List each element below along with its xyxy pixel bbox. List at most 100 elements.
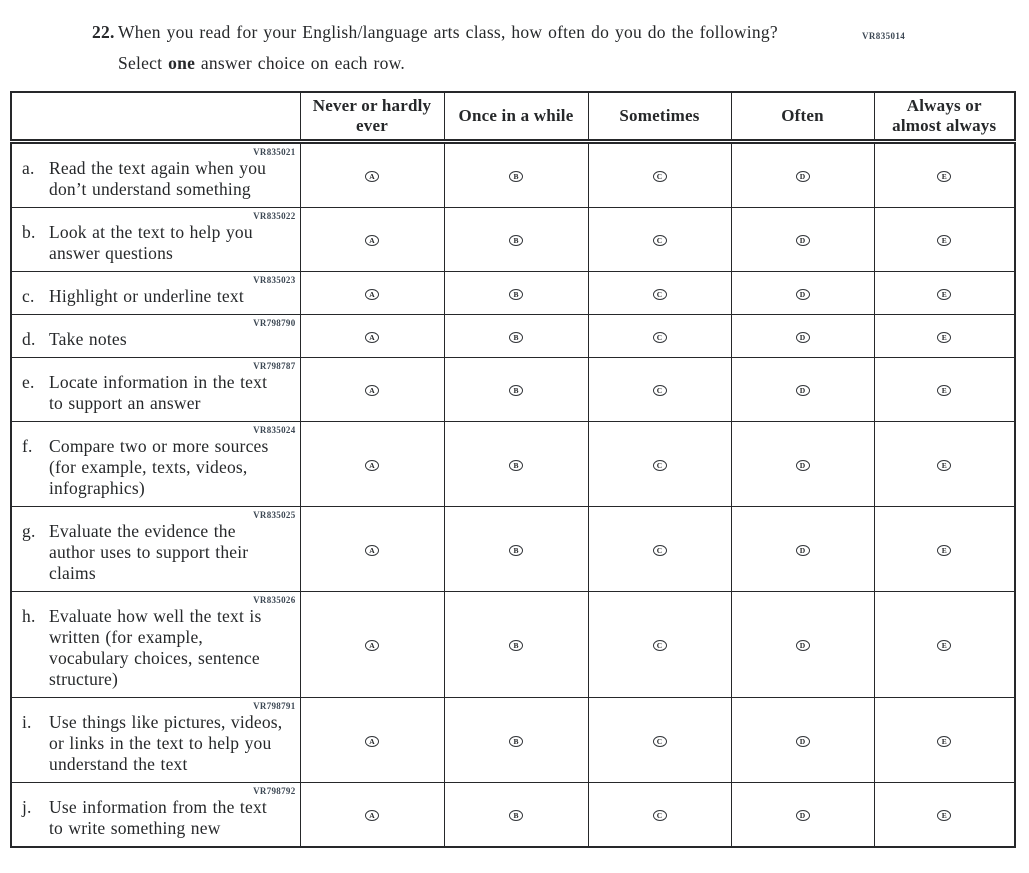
choice-bubble-b[interactable]: B — [509, 544, 523, 556]
answer-cell: E — [873, 206, 1016, 272]
column-header-sometimes: Sometimes — [587, 91, 732, 144]
row-letter: a. — [22, 157, 35, 178]
choice-bubble-c[interactable]: C — [652, 544, 667, 556]
row-label-line: h. Evaluate how well the text is written … — [21, 606, 296, 690]
row-label-cell: VR835023 c. Highlight or underline text — [10, 270, 301, 315]
choice-bubble-a[interactable]: A — [365, 459, 379, 471]
row-letter: i. — [22, 711, 32, 732]
choice-bubble-c[interactable]: C — [652, 331, 667, 343]
choice-bubble-a[interactable]: A — [365, 331, 379, 343]
choice-bubble-b[interactable]: B — [509, 640, 523, 652]
choice-bubble-b[interactable]: B — [509, 288, 523, 300]
choice-bubble-b[interactable]: B — [509, 459, 523, 471]
choice-bubble-c[interactable]: C — [652, 171, 667, 183]
row-code: VR798792 — [253, 785, 296, 796]
choice-bubble-d[interactable]: D — [795, 331, 810, 343]
table-row: VR798787 e. Locate information in the text… — [10, 356, 1016, 422]
header-stub-cell — [10, 91, 301, 144]
choice-bubble-c[interactable]: C — [652, 459, 667, 471]
answer-cell: C — [587, 140, 732, 208]
choice-bubble-d[interactable]: D — [795, 640, 810, 652]
choice-bubble-c[interactable]: C — [652, 385, 667, 397]
choice-bubble-b[interactable]: B — [509, 331, 523, 343]
choice-bubble-a[interactable]: A — [365, 171, 379, 183]
choice-bubble-d[interactable]: D — [795, 735, 810, 747]
answer-cell: B — [443, 420, 589, 507]
answer-cell: A — [299, 590, 445, 698]
choice-bubble-a[interactable]: A — [365, 810, 379, 822]
choice-bubble-d[interactable]: D — [795, 235, 810, 247]
answer-cell: D — [730, 781, 875, 847]
answer-cell: D — [730, 313, 875, 358]
choice-bubble-a[interactable]: A — [365, 735, 379, 747]
instruction-prefix: Select — [118, 53, 169, 73]
row-code: VR798787 — [253, 360, 296, 371]
choice-bubble-a[interactable]: A — [365, 640, 379, 652]
choice-bubble-b[interactable]: B — [509, 810, 523, 822]
choice-bubble-b[interactable]: B — [509, 385, 523, 397]
choice-bubble-a[interactable]: A — [365, 235, 379, 247]
answer-cell: E — [873, 313, 1016, 358]
answer-cell: B — [443, 505, 589, 592]
choice-bubble-c[interactable]: C — [652, 735, 667, 747]
table-row: VR798790 d. Take notes A B C D E — [10, 313, 1016, 358]
column-header-often: Often — [730, 91, 875, 144]
choice-bubble-a[interactable]: A — [365, 544, 379, 556]
choice-bubble-c[interactable]: C — [652, 235, 667, 247]
row-label-cell: VR835025 g. Evaluate the evidence the auth… — [10, 505, 301, 592]
answer-cell: A — [299, 313, 445, 358]
choice-bubble-d[interactable]: D — [795, 810, 810, 822]
choice-bubble-e[interactable]: E — [937, 235, 952, 247]
question-text: When you read for your English/language … — [118, 22, 778, 42]
choice-bubble-d[interactable]: D — [795, 288, 810, 300]
choice-bubble-c[interactable]: C — [652, 640, 667, 652]
row-label-cell: VR798791 i. Use things like pictures, vide… — [10, 696, 301, 783]
row-letter: h. — [22, 605, 36, 626]
row-label-line: b. Look at the text to help you answer qu… — [21, 222, 296, 264]
choice-bubble-e[interactable]: E — [937, 459, 952, 471]
choice-bubble-d[interactable]: D — [795, 459, 810, 471]
choice-bubble-b[interactable]: B — [509, 171, 523, 183]
answer-cell: B — [443, 206, 589, 272]
row-label: Use information from the text to write s… — [49, 796, 267, 838]
choice-bubble-c[interactable]: C — [652, 288, 667, 300]
answer-cell: D — [730, 420, 875, 507]
choice-bubble-b[interactable]: B — [509, 735, 523, 747]
answer-cell: B — [443, 313, 589, 358]
row-label-line: g. Evaluate the evidence the author uses … — [21, 521, 296, 584]
choice-bubble-e[interactable]: E — [937, 735, 952, 747]
answer-cell: B — [443, 696, 589, 783]
header-row: Never or hardly ever Once in a while Som… — [10, 91, 1016, 144]
grid-body: VR835021 a. Read the text again when you d… — [10, 140, 1016, 847]
row-code: VR798790 — [253, 317, 296, 328]
choice-bubble-e[interactable]: E — [937, 544, 952, 556]
choice-bubble-a[interactable]: A — [365, 288, 379, 300]
column-header-never: Never or hardly ever — [299, 91, 445, 144]
choice-bubble-d[interactable]: D — [795, 171, 810, 183]
row-label-cell: VR798790 d. Take notes — [10, 313, 301, 358]
choice-bubble-b[interactable]: B — [509, 235, 523, 247]
column-header-always: Always or almost always — [873, 91, 1016, 144]
row-label-line: e. Locate information in the text to supp… — [21, 372, 296, 414]
row-code: VR835022 — [253, 210, 296, 221]
choice-bubble-e[interactable]: E — [937, 171, 952, 183]
choice-bubble-a[interactable]: A — [365, 385, 379, 397]
choice-bubble-e[interactable]: E — [937, 385, 952, 397]
choice-bubble-c[interactable]: C — [652, 810, 667, 822]
instruction-bold-word: one — [168, 53, 196, 73]
answer-cell: C — [587, 206, 732, 272]
choice-bubble-e[interactable]: E — [937, 331, 952, 343]
row-label-cell: VR835022 b. Look at the text to help you a… — [10, 206, 301, 272]
choice-bubble-e[interactable]: E — [937, 810, 952, 822]
row-letter: j. — [22, 796, 32, 817]
answer-cell: E — [873, 696, 1016, 783]
table-row: VR835023 c. Highlight or underline text A B C… — [10, 270, 1016, 315]
answer-cell: D — [730, 590, 875, 698]
choice-bubble-d[interactable]: D — [795, 544, 810, 556]
row-label: Evaluate how well the text is written (f… — [49, 605, 262, 689]
choice-bubble-e[interactable]: E — [937, 640, 952, 652]
answer-cell: D — [730, 206, 875, 272]
answer-cell: C — [587, 313, 732, 358]
choice-bubble-e[interactable]: E — [937, 288, 952, 300]
choice-bubble-d[interactable]: D — [795, 385, 810, 397]
